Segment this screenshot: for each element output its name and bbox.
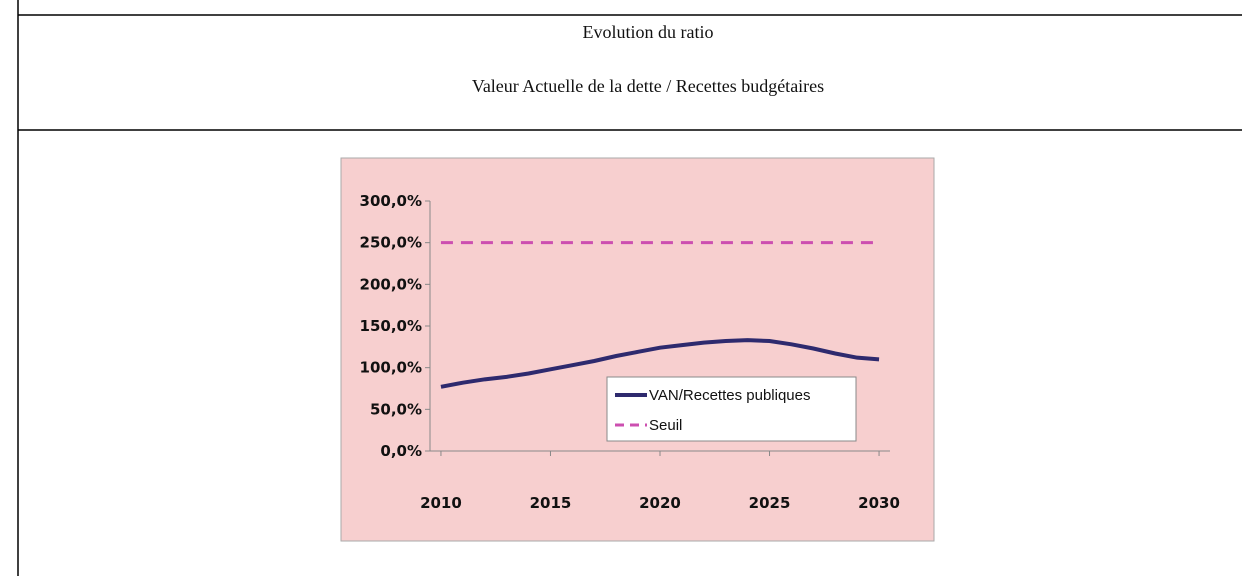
legend-label: VAN/Recettes publiques [649,387,810,404]
x-tick-label: 2030 [858,494,900,512]
y-tick-label: 150,0% [360,317,422,335]
chart: 0,0% 50,0% 100,0% 150,0% 200,0% 250,0% 300,0% 2… [360,192,900,512]
title: Evolution du ratio [583,22,714,42]
y-tick-label: 0,0% [380,442,422,460]
subtitle: Valeur Actuelle de la dette / Recettes b… [472,76,824,96]
series-line [440,338,880,389]
y-tick-label: 250,0% [360,234,422,252]
y-tick-label: 50,0% [370,400,422,418]
x-tick-label: 2025 [749,494,791,512]
y-tick-label: 100,0% [360,359,422,377]
chart-area [340,157,935,542]
x-tick-label: 2015 [530,494,572,512]
y-tick-label: 300,0% [360,192,422,210]
x-tick-label: 2020 [639,494,681,512]
x-tick-label: 2010 [420,494,462,512]
legend-label: Seuil [649,417,682,434]
legend-box [606,376,857,442]
y-tick-label: 200,0% [360,275,422,293]
